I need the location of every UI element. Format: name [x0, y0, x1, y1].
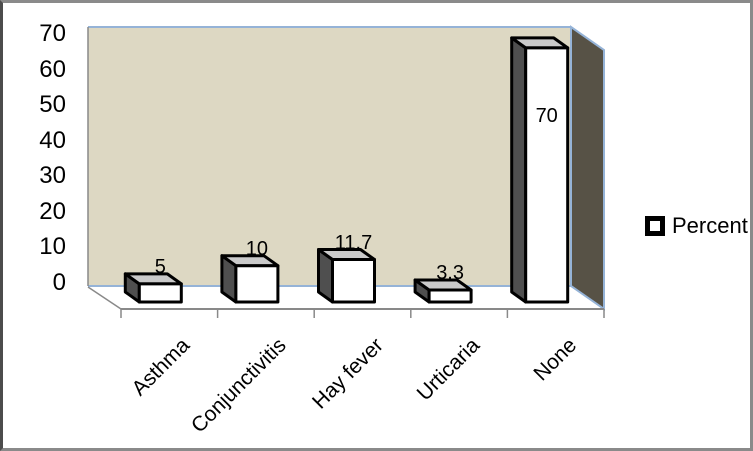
bar-front-face-conjunctivitis [234, 264, 280, 304]
y-axis-tick-label: 20 [39, 197, 66, 225]
chart-plot-stage: 70 60 50 40 30 20 10 0 Asthma Conjunctivitis Hay f… [3, 3, 750, 448]
y-axis-tick-label: 10 [39, 233, 66, 260]
chart-labels-layer: 70 60 50 40 30 20 10 0 Asthma Conjunctivitis Hay f… [3, 3, 750, 448]
category-label-conjunctivitis: Conjunctivitis [187, 333, 291, 438]
legend-marker-icon [645, 216, 665, 236]
bar-front-face-hay-fever [331, 258, 376, 304]
floor-left-edge [87, 286, 122, 310]
chart-3d-graphics [87, 25, 605, 318]
plot-back-wall [88, 27, 571, 286]
y-axis-tick-label: 0 [52, 268, 66, 296]
y-axis-tick-label: 40 [39, 126, 66, 154]
data-label: 5 [154, 255, 166, 278]
legend-label: Percent [672, 213, 748, 238]
bar-front-face-urticaria [427, 288, 473, 304]
category-label-none: None [528, 333, 581, 386]
data-label: 3.3 [436, 262, 464, 285]
category-label-hay-fever: Hay fever [307, 333, 388, 414]
data-label: 10 [245, 237, 269, 260]
bar-front-face-none [524, 46, 570, 304]
data-label: 70 [535, 104, 558, 127]
legend: Percent [645, 213, 748, 239]
y-axis-tick-label: 60 [39, 55, 66, 83]
bar-front-face-asthma [137, 282, 183, 304]
category-label-urticaria: Urticaria [412, 333, 485, 406]
y-axis-tick-label: 30 [39, 162, 66, 189]
y-axis-tick-label: 70 [39, 20, 66, 47]
data-label: 11.7 [334, 231, 373, 254]
y-axis-tick-label: 50 [39, 91, 66, 118]
category-label-asthma: Asthma [127, 333, 195, 401]
